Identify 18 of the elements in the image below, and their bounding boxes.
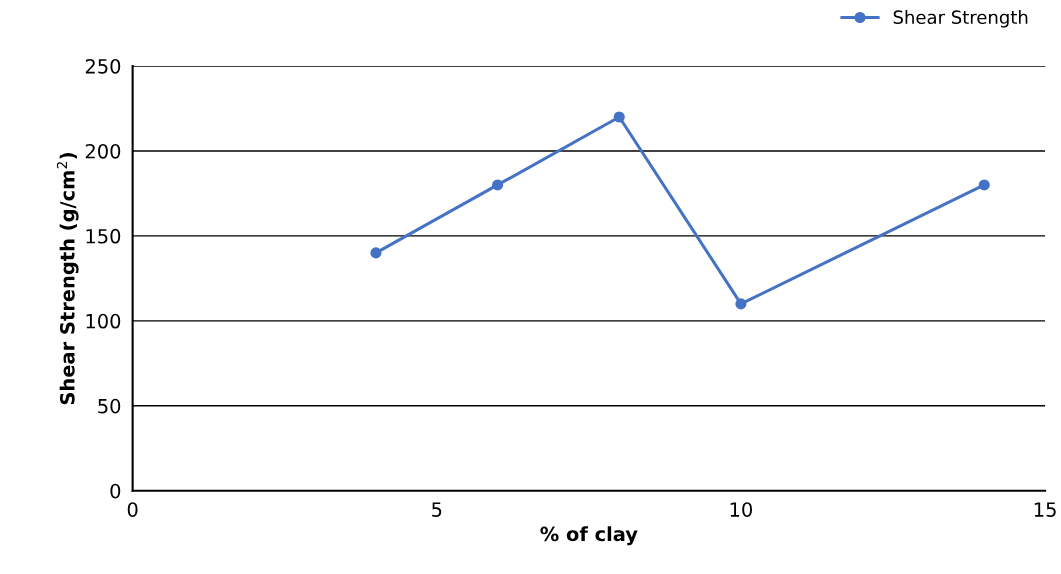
y-tick-label: 50 [98,398,121,414]
x-tick-label: 15 [1034,502,1056,517]
y-tick-label: 100 [86,313,121,329]
y-axis-title: Shear Strength (g/cm$^{2}$) [56,153,79,405]
point [735,298,747,310]
x-tick-label: 0 [127,502,138,517]
y-tick-label: 250 [85,58,121,74]
x-axis-title: % of clay [540,526,638,546]
y-tick-label: 150 [86,228,121,244]
point [492,179,504,191]
y-tick-label: 0 [110,483,121,499]
point [978,179,990,191]
legend-label: Shear Strength [893,10,1028,28]
x-tick-label: 5 [432,502,442,517]
x-tick-label: 10 [730,502,753,517]
point [613,111,625,123]
point [370,247,382,259]
y-tick-label: 200 [85,143,121,159]
